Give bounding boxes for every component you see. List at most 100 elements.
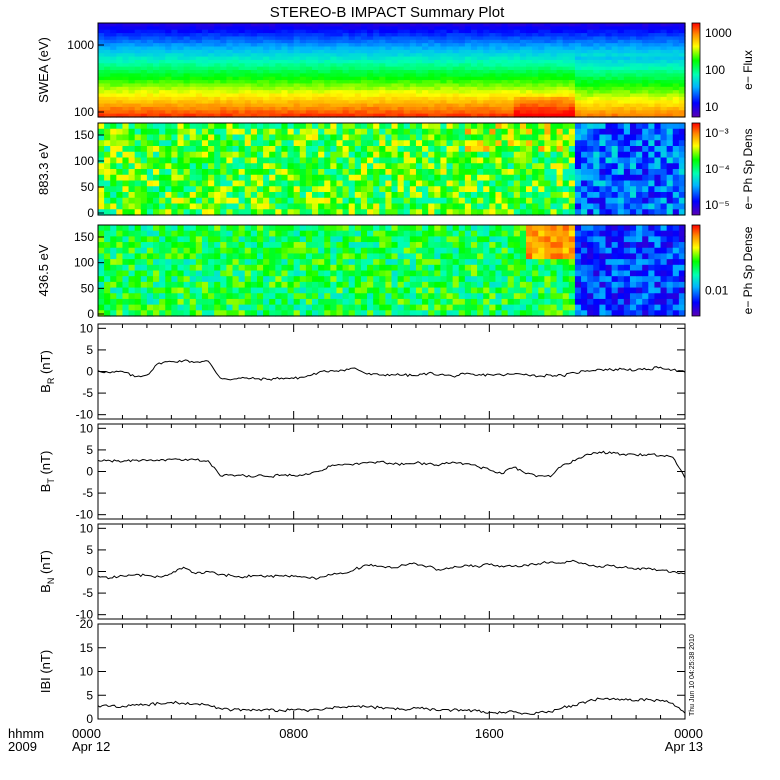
spectrogram-cell <box>116 53 124 58</box>
spectrogram-cell <box>654 33 662 38</box>
spectrogram-cell <box>379 39 386 44</box>
spectrogram-cell <box>507 113 515 118</box>
spectrogram-cell <box>483 39 490 44</box>
spectrogram-cell <box>110 242 117 249</box>
spectrogram-cell <box>201 293 209 300</box>
colorbar <box>691 122 701 216</box>
spectrogram-cell <box>275 230 283 237</box>
spectrogram-cell <box>305 163 313 170</box>
spectrogram-cell <box>256 66 264 71</box>
spectrogram-cell <box>232 169 240 176</box>
spectrogram-cell <box>489 29 497 34</box>
spectrogram-cell <box>201 310 209 317</box>
spectrogram-cell <box>146 46 154 51</box>
spectrogram-cell <box>642 59 649 64</box>
spectrogram-cell <box>574 123 582 130</box>
spectrogram-cell <box>299 225 307 232</box>
spectrogram-cell <box>501 76 509 81</box>
spectrogram-cell <box>611 39 619 44</box>
spectrogram-cell <box>287 100 295 105</box>
spectrogram-cell <box>513 113 521 118</box>
spectrogram-cell <box>470 43 478 48</box>
spectrogram-cell <box>415 157 423 164</box>
spectrogram-cell <box>165 110 172 115</box>
spectrogram-cell <box>495 174 503 182</box>
spectrogram-cell <box>195 197 203 205</box>
spectrogram-cell <box>238 113 246 118</box>
spectrogram-cell <box>195 209 203 216</box>
spectrogram-cell <box>165 90 172 95</box>
spectrogram-cell <box>415 53 423 58</box>
spectrogram-cell <box>165 100 172 105</box>
spectrogram-cell <box>354 298 362 306</box>
spectrogram-cell <box>678 169 686 176</box>
spectrogram-cell <box>348 151 356 159</box>
spectrogram-cell <box>312 33 319 38</box>
spectrogram-cell <box>379 110 386 115</box>
spectrogram-cell <box>159 103 166 108</box>
spectrogram-cell <box>287 293 295 300</box>
spectrogram-cell <box>128 23 136 27</box>
spectrogram-cell <box>434 26 442 31</box>
spectrogram-cell <box>501 23 509 27</box>
spectrogram-cell <box>581 197 588 205</box>
spectrogram-cell <box>373 56 380 61</box>
spectrogram-cell <box>544 151 552 159</box>
spectrogram-cell <box>513 53 521 58</box>
spectrogram-cell <box>409 59 417 64</box>
spectrogram-cell <box>177 259 185 266</box>
spectrogram-cell <box>409 128 417 136</box>
spectrogram-cell <box>367 287 374 294</box>
spectrogram-cell <box>348 310 356 317</box>
spectrogram-cell <box>526 203 533 210</box>
spectrogram-cell <box>153 134 160 141</box>
spectrogram-cell <box>342 151 350 159</box>
spectrogram-cell <box>556 23 564 27</box>
spectrogram-cell <box>256 76 264 81</box>
spectrogram-cell <box>104 59 111 64</box>
spectrogram-cell <box>293 23 301 27</box>
spectrogram-cell <box>556 146 564 153</box>
spectrogram-cell <box>177 83 185 88</box>
spectrogram-cell <box>122 43 130 48</box>
spectrogram-cell <box>244 103 252 108</box>
spectrogram-cell <box>134 236 142 243</box>
spectrogram-cell <box>391 53 399 58</box>
spectrogram-cell <box>391 33 399 38</box>
spectrogram-cell <box>550 174 558 182</box>
spectrogram-cell <box>373 103 380 108</box>
spectrogram-cell <box>648 86 656 91</box>
spectrogram-cell <box>263 264 270 272</box>
spectrogram-cell <box>489 96 497 101</box>
spectrogram-cell <box>379 103 386 108</box>
spectrogram-cell <box>587 80 594 85</box>
spectrogram-cell <box>470 157 478 164</box>
spectrogram-cell <box>379 80 386 85</box>
spectrogram-cell <box>281 310 289 317</box>
spectrogram-cell <box>275 225 283 232</box>
spectrogram-cell <box>287 49 295 54</box>
spectrogram-cell <box>275 310 283 317</box>
spectrogram-cell <box>330 151 338 159</box>
colorbar-label: e− Flux <box>741 50 755 90</box>
spectrogram-cell <box>256 103 264 108</box>
spectrogram-cell <box>464 29 472 34</box>
spectrogram-cell <box>587 157 594 164</box>
spectrogram-cell <box>330 197 338 205</box>
spectrogram-cell <box>593 151 600 159</box>
spectrogram-cell <box>256 304 264 311</box>
spectrogram-cell <box>250 100 258 105</box>
spectrogram-cell <box>110 209 117 216</box>
spectrogram-cell <box>629 73 637 78</box>
spectrogram-cell <box>153 209 160 216</box>
spectrogram-cell <box>232 29 240 34</box>
spectrogram-cell <box>470 46 478 51</box>
spectrogram-cell <box>440 192 448 199</box>
spectrogram-cell <box>336 26 344 31</box>
spectrogram-cell <box>159 33 166 38</box>
spectrogram-cell <box>397 63 405 68</box>
spectrogram-cell <box>165 96 172 101</box>
spectrogram-cell <box>250 209 258 216</box>
spectrogram-cell <box>189 86 197 91</box>
spectrogram-cell <box>415 134 423 141</box>
